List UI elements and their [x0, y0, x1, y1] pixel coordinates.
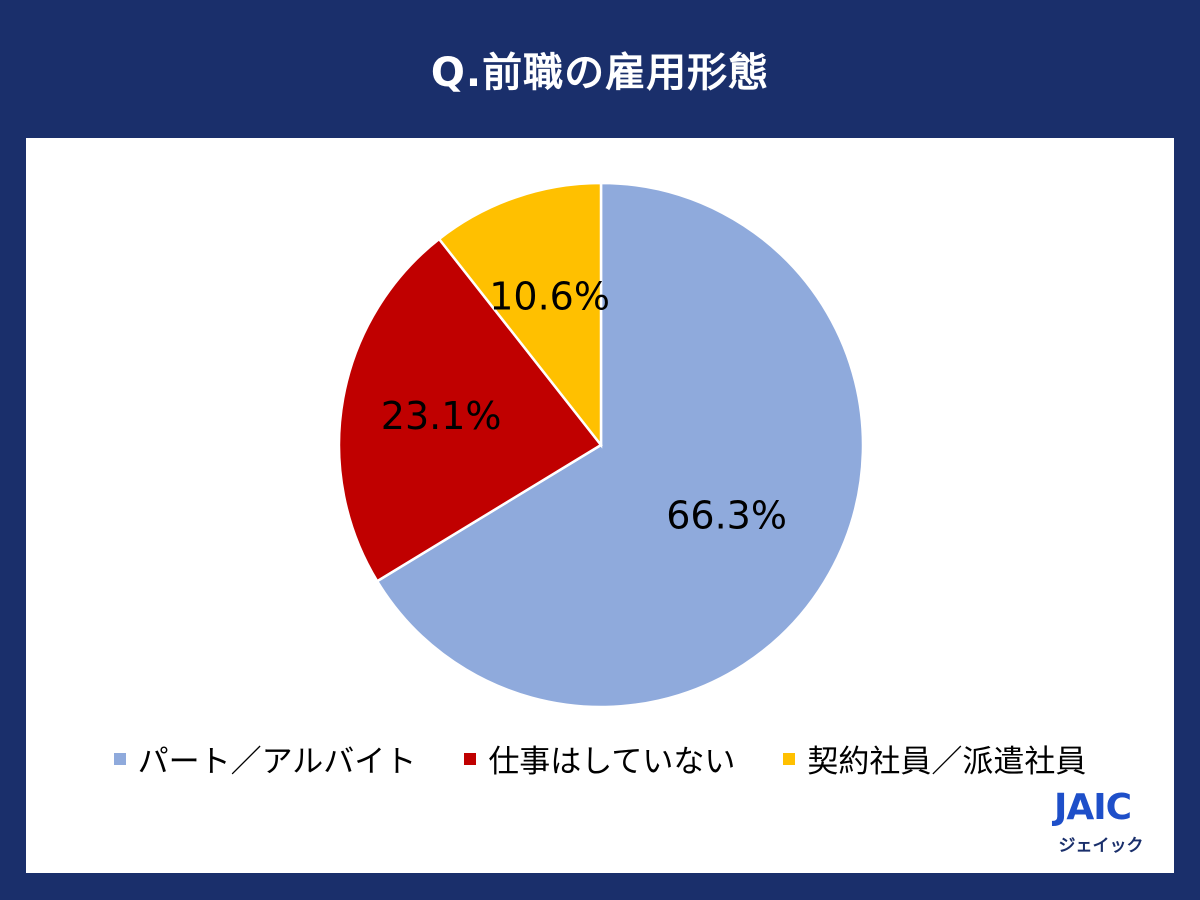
pie-data-label-2: 10.6%: [489, 274, 610, 318]
legend-label-part-time: パート／アルバイト: [137, 744, 417, 780]
pie-slice-0: [375, 181, 865, 709]
logo-mark-text: JAIC: [1054, 786, 1132, 828]
logo-subtitle: ジェイック: [1058, 836, 1144, 856]
chart-legend: パート／アルバイト 仕事はしていない 契約社員／派遣社員: [26, 736, 1174, 781]
legend-swatch-not-working: [464, 752, 477, 765]
pie-slice-2: [437, 181, 603, 449]
logo-mark: JAIC: [1054, 786, 1154, 828]
pie-data-label-0: 66.3%: [666, 494, 787, 538]
pie-data-label-1: 23.1%: [381, 394, 502, 438]
legend-item-contract: 契約社員／派遣社員: [783, 736, 1086, 781]
pie-data-labels: 66.3% 23.1% 10.6%: [381, 274, 787, 537]
chart-panel: 66.3% 23.1% 10.6% パート／アルバイト 仕事はしていない 契約社員／…: [26, 138, 1174, 873]
legend-item-part-time: パート／アルバイト: [113, 736, 417, 781]
chart-title: Q.前職の雇用形態: [430, 50, 770, 96]
jaic-logo: JAIC ジェイック: [1046, 787, 1156, 857]
pie-slices: [337, 181, 865, 709]
legend-swatch-contract: [783, 752, 796, 765]
legend-label-contract: 契約社員／派遣社員: [807, 744, 1087, 780]
legend-swatch-part-time: [113, 752, 126, 765]
pie-chart: 66.3% 23.1% 10.6%: [337, 181, 865, 709]
legend-label-not-working: 仕事はしていない: [488, 744, 736, 780]
pie-slice-1: [337, 237, 603, 583]
legend-item-not-working: 仕事はしていない: [464, 736, 735, 781]
